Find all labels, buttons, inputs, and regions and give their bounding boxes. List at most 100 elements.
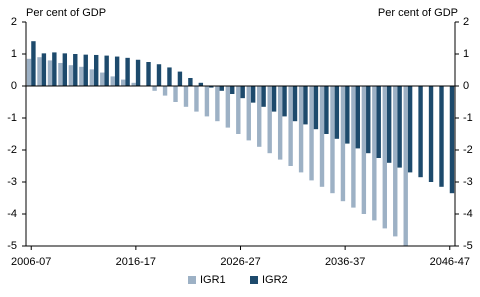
bar — [68, 65, 74, 86]
bar — [177, 71, 183, 86]
bar — [250, 86, 256, 103]
bar — [407, 86, 413, 173]
bar — [94, 54, 99, 86]
bar — [403, 86, 408, 246]
y-tick-label: 0 — [11, 80, 17, 92]
bar — [428, 86, 434, 182]
bar — [110, 76, 115, 86]
bar — [236, 86, 241, 134]
bar — [83, 54, 88, 86]
bar — [104, 55, 109, 86]
bar — [125, 57, 130, 86]
y2-tick-label: -2 — [463, 144, 473, 156]
bar — [319, 86, 325, 187]
bar — [73, 54, 78, 86]
bar — [121, 79, 126, 86]
y2-tick-label: -3 — [463, 176, 473, 188]
x-tick-label: 2006-07 — [11, 256, 51, 268]
y2-tick-label: 1 — [463, 48, 469, 60]
bar — [351, 86, 356, 208]
bar — [230, 86, 235, 94]
bar — [366, 86, 371, 154]
bar — [282, 86, 287, 117]
bar — [345, 86, 350, 144]
bar — [372, 86, 377, 221]
y-tick-label: -5 — [7, 240, 17, 252]
bar — [209, 86, 214, 88]
y-tick-label: -2 — [7, 144, 17, 156]
bar — [215, 86, 220, 122]
legend-label: IGR2 — [262, 274, 288, 286]
bar — [386, 86, 392, 163]
bar — [324, 86, 329, 134]
y2-tick-label: -5 — [463, 240, 473, 252]
bar — [58, 62, 63, 86]
bar — [257, 86, 262, 147]
bar — [393, 86, 398, 237]
bar — [303, 86, 308, 125]
bar — [47, 60, 53, 86]
bar — [330, 86, 335, 194]
bar — [79, 66, 84, 86]
bar — [439, 86, 444, 187]
bar — [146, 62, 151, 86]
bar — [41, 53, 47, 86]
bar — [31, 41, 36, 86]
bar — [204, 86, 210, 117]
bar — [355, 86, 360, 149]
bar — [156, 64, 162, 86]
bar — [271, 86, 277, 112]
y2-tick-label: 0 — [463, 80, 469, 92]
bar — [100, 72, 105, 86]
bar — [449, 86, 455, 194]
bar — [167, 67, 172, 86]
bar — [183, 86, 189, 107]
bar — [334, 86, 340, 139]
x-tick-label: 2016-17 — [116, 256, 156, 268]
bar — [173, 86, 178, 102]
bar — [397, 86, 402, 168]
bar — [135, 59, 141, 86]
legend-swatch — [250, 276, 258, 284]
y-axis-title: Per cent of GDP — [26, 7, 106, 19]
y2-tick-label: 2 — [463, 16, 469, 28]
bar — [340, 86, 346, 202]
bar — [198, 82, 204, 86]
bar — [114, 56, 120, 86]
y-tick-label: -4 — [7, 208, 17, 220]
x-tick-label: 2046-47 — [430, 256, 470, 268]
bar — [37, 57, 42, 86]
bar — [288, 86, 293, 166]
bar — [219, 86, 224, 91]
y-tick-label: -3 — [7, 176, 17, 188]
bar — [382, 86, 387, 229]
y-tick-label: -1 — [7, 112, 17, 124]
bar — [225, 86, 231, 128]
y-tick-label: 2 — [11, 16, 17, 28]
legend-label: IGR1 — [200, 274, 226, 286]
y2-tick-label: -4 — [463, 208, 473, 220]
bar — [309, 86, 314, 181]
y2-tick-label: -1 — [463, 112, 473, 124]
bar — [89, 69, 95, 86]
x-tick-label: 2036-37 — [325, 256, 365, 268]
bar — [246, 86, 251, 141]
bar — [62, 53, 68, 86]
legend-swatch — [188, 276, 196, 284]
bar — [267, 86, 272, 154]
bar — [131, 82, 136, 86]
y2-axis-title: Per cent of GDP — [378, 7, 458, 19]
bar — [162, 86, 168, 96]
bar — [418, 86, 423, 178]
bar — [292, 86, 298, 122]
bar — [261, 86, 266, 107]
bar — [277, 86, 283, 160]
bar — [240, 86, 245, 99]
bar — [52, 52, 57, 86]
bar — [26, 58, 32, 86]
bar — [313, 86, 319, 130]
bar — [298, 86, 304, 173]
x-tick-label: 2026-27 — [220, 256, 260, 268]
